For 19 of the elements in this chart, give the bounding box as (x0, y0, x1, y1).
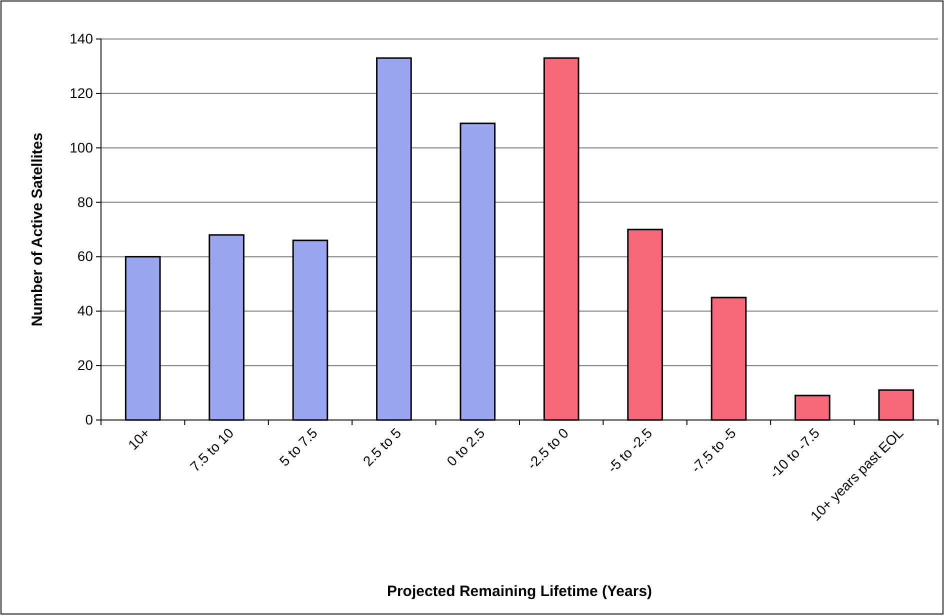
x-tick-label: -10 to -7.5 (766, 424, 823, 482)
x-tick-label: 0 to 2.5 (443, 424, 488, 470)
x-tick-label: 7.5 to 10 (186, 424, 237, 475)
y-tick-label: 120 (70, 84, 94, 101)
y-axis-title: Number of Active Satellites (29, 132, 46, 326)
y-tick-label: 140 (70, 30, 94, 46)
y-tick-label: 0 (85, 411, 94, 428)
y-tick-label: 20 (77, 357, 94, 374)
y-tick-label: 80 (77, 194, 94, 210)
y-tick-label: 40 (77, 302, 94, 319)
x-axis-title: Projected Remaining Lifetime (Years) (386, 583, 652, 600)
x-tick-label: -5 to -2.5 (604, 424, 656, 476)
y-tick-label: 60 (77, 248, 94, 264)
x-tick-label: 10+ (124, 424, 153, 453)
x-tick-label: -7.5 to -5 (688, 424, 740, 476)
x-tick-label: 2.5 to 5 (360, 424, 404, 470)
y-tick-label: 100 (70, 139, 94, 156)
x-tick-label: 5 to 7.5 (276, 424, 321, 470)
x-tick-label: -2.5 to 0 (524, 424, 572, 472)
